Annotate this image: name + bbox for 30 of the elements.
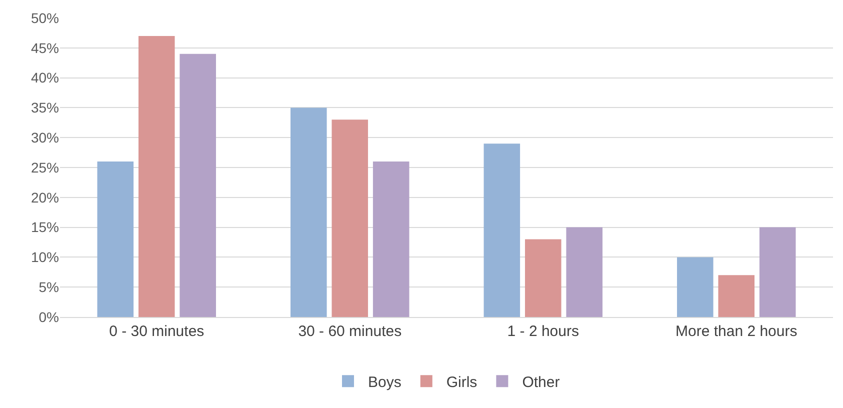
y-tick-label: 5%: [38, 279, 59, 295]
x-tick-label: 1 - 2 hours: [507, 323, 579, 340]
bar: [759, 227, 796, 317]
y-tick-label: 25%: [30, 159, 59, 176]
legend-label: Boys: [368, 374, 402, 391]
bar: [677, 257, 714, 317]
bar: [718, 275, 755, 317]
bar: [180, 54, 216, 317]
legend-label: Other: [522, 374, 560, 391]
y-tick-label: 0%: [38, 308, 59, 325]
bar: [566, 227, 602, 317]
bar: [524, 239, 562, 317]
x-tick-label: 30 - 60 minutes: [298, 323, 402, 340]
bar: [332, 120, 368, 317]
y-tick-label: 10%: [30, 249, 59, 266]
bar: [138, 36, 175, 317]
x-tick-label: 0 - 30 minutes: [109, 323, 204, 340]
y-tick-label: 40%: [30, 70, 59, 86]
y-tick-label: 30%: [30, 130, 59, 146]
bar: [97, 162, 134, 317]
bar: [372, 162, 410, 317]
y-tick-label: 35%: [30, 100, 59, 116]
y-tick-label: 45%: [30, 40, 59, 56]
legend-label: Girls: [446, 374, 478, 391]
y-tick-label: 20%: [30, 189, 59, 206]
x-tick-label: More than 2 hours: [676, 323, 798, 340]
bar: [290, 108, 327, 317]
bar: [484, 144, 520, 317]
y-tick-label: 15%: [30, 219, 59, 236]
y-tick-label: 50%: [30, 10, 59, 26]
